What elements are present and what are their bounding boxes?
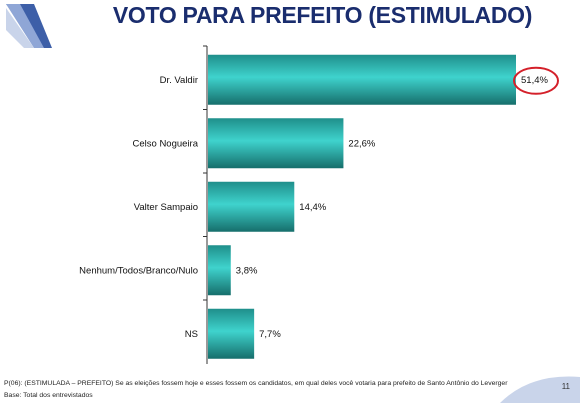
bar-2 bbox=[208, 181, 295, 232]
value-label: 51,4% bbox=[521, 75, 548, 86]
category-label: NS bbox=[185, 329, 198, 340]
page-number: 11 bbox=[561, 382, 570, 391]
corner-decoration bbox=[500, 376, 580, 403]
value-label: 22,6% bbox=[348, 138, 375, 149]
bar-4 bbox=[208, 308, 255, 359]
logo-icon bbox=[6, 4, 52, 48]
highlight-circle bbox=[513, 66, 559, 95]
category-label: Nenhum/Todos/Branco/Nulo bbox=[79, 265, 198, 276]
value-label: 7,7% bbox=[259, 329, 281, 340]
base-note: Base: Total dos entrevistados bbox=[4, 392, 93, 399]
bar-3 bbox=[208, 245, 231, 296]
bar-0 bbox=[208, 54, 516, 105]
value-label: 14,4% bbox=[299, 202, 326, 213]
category-label: Dr. Valdir bbox=[160, 75, 198, 86]
category-label: Celso Nogueira bbox=[133, 138, 199, 149]
category-label: Valter Sampaio bbox=[134, 202, 198, 213]
value-label: 3,8% bbox=[236, 265, 258, 276]
page-title: VOTO PARA PREFEITO (ESTIMULADO) bbox=[112, 2, 533, 28]
bar-chart: Dr. Valdir Celso Nogueira Valter Sampaio Ne… bbox=[79, 45, 559, 364]
question-footnote: P(06): (ESTIMULADA – PREFEITO) Se as ele… bbox=[4, 380, 508, 387]
bar-1 bbox=[208, 118, 344, 169]
